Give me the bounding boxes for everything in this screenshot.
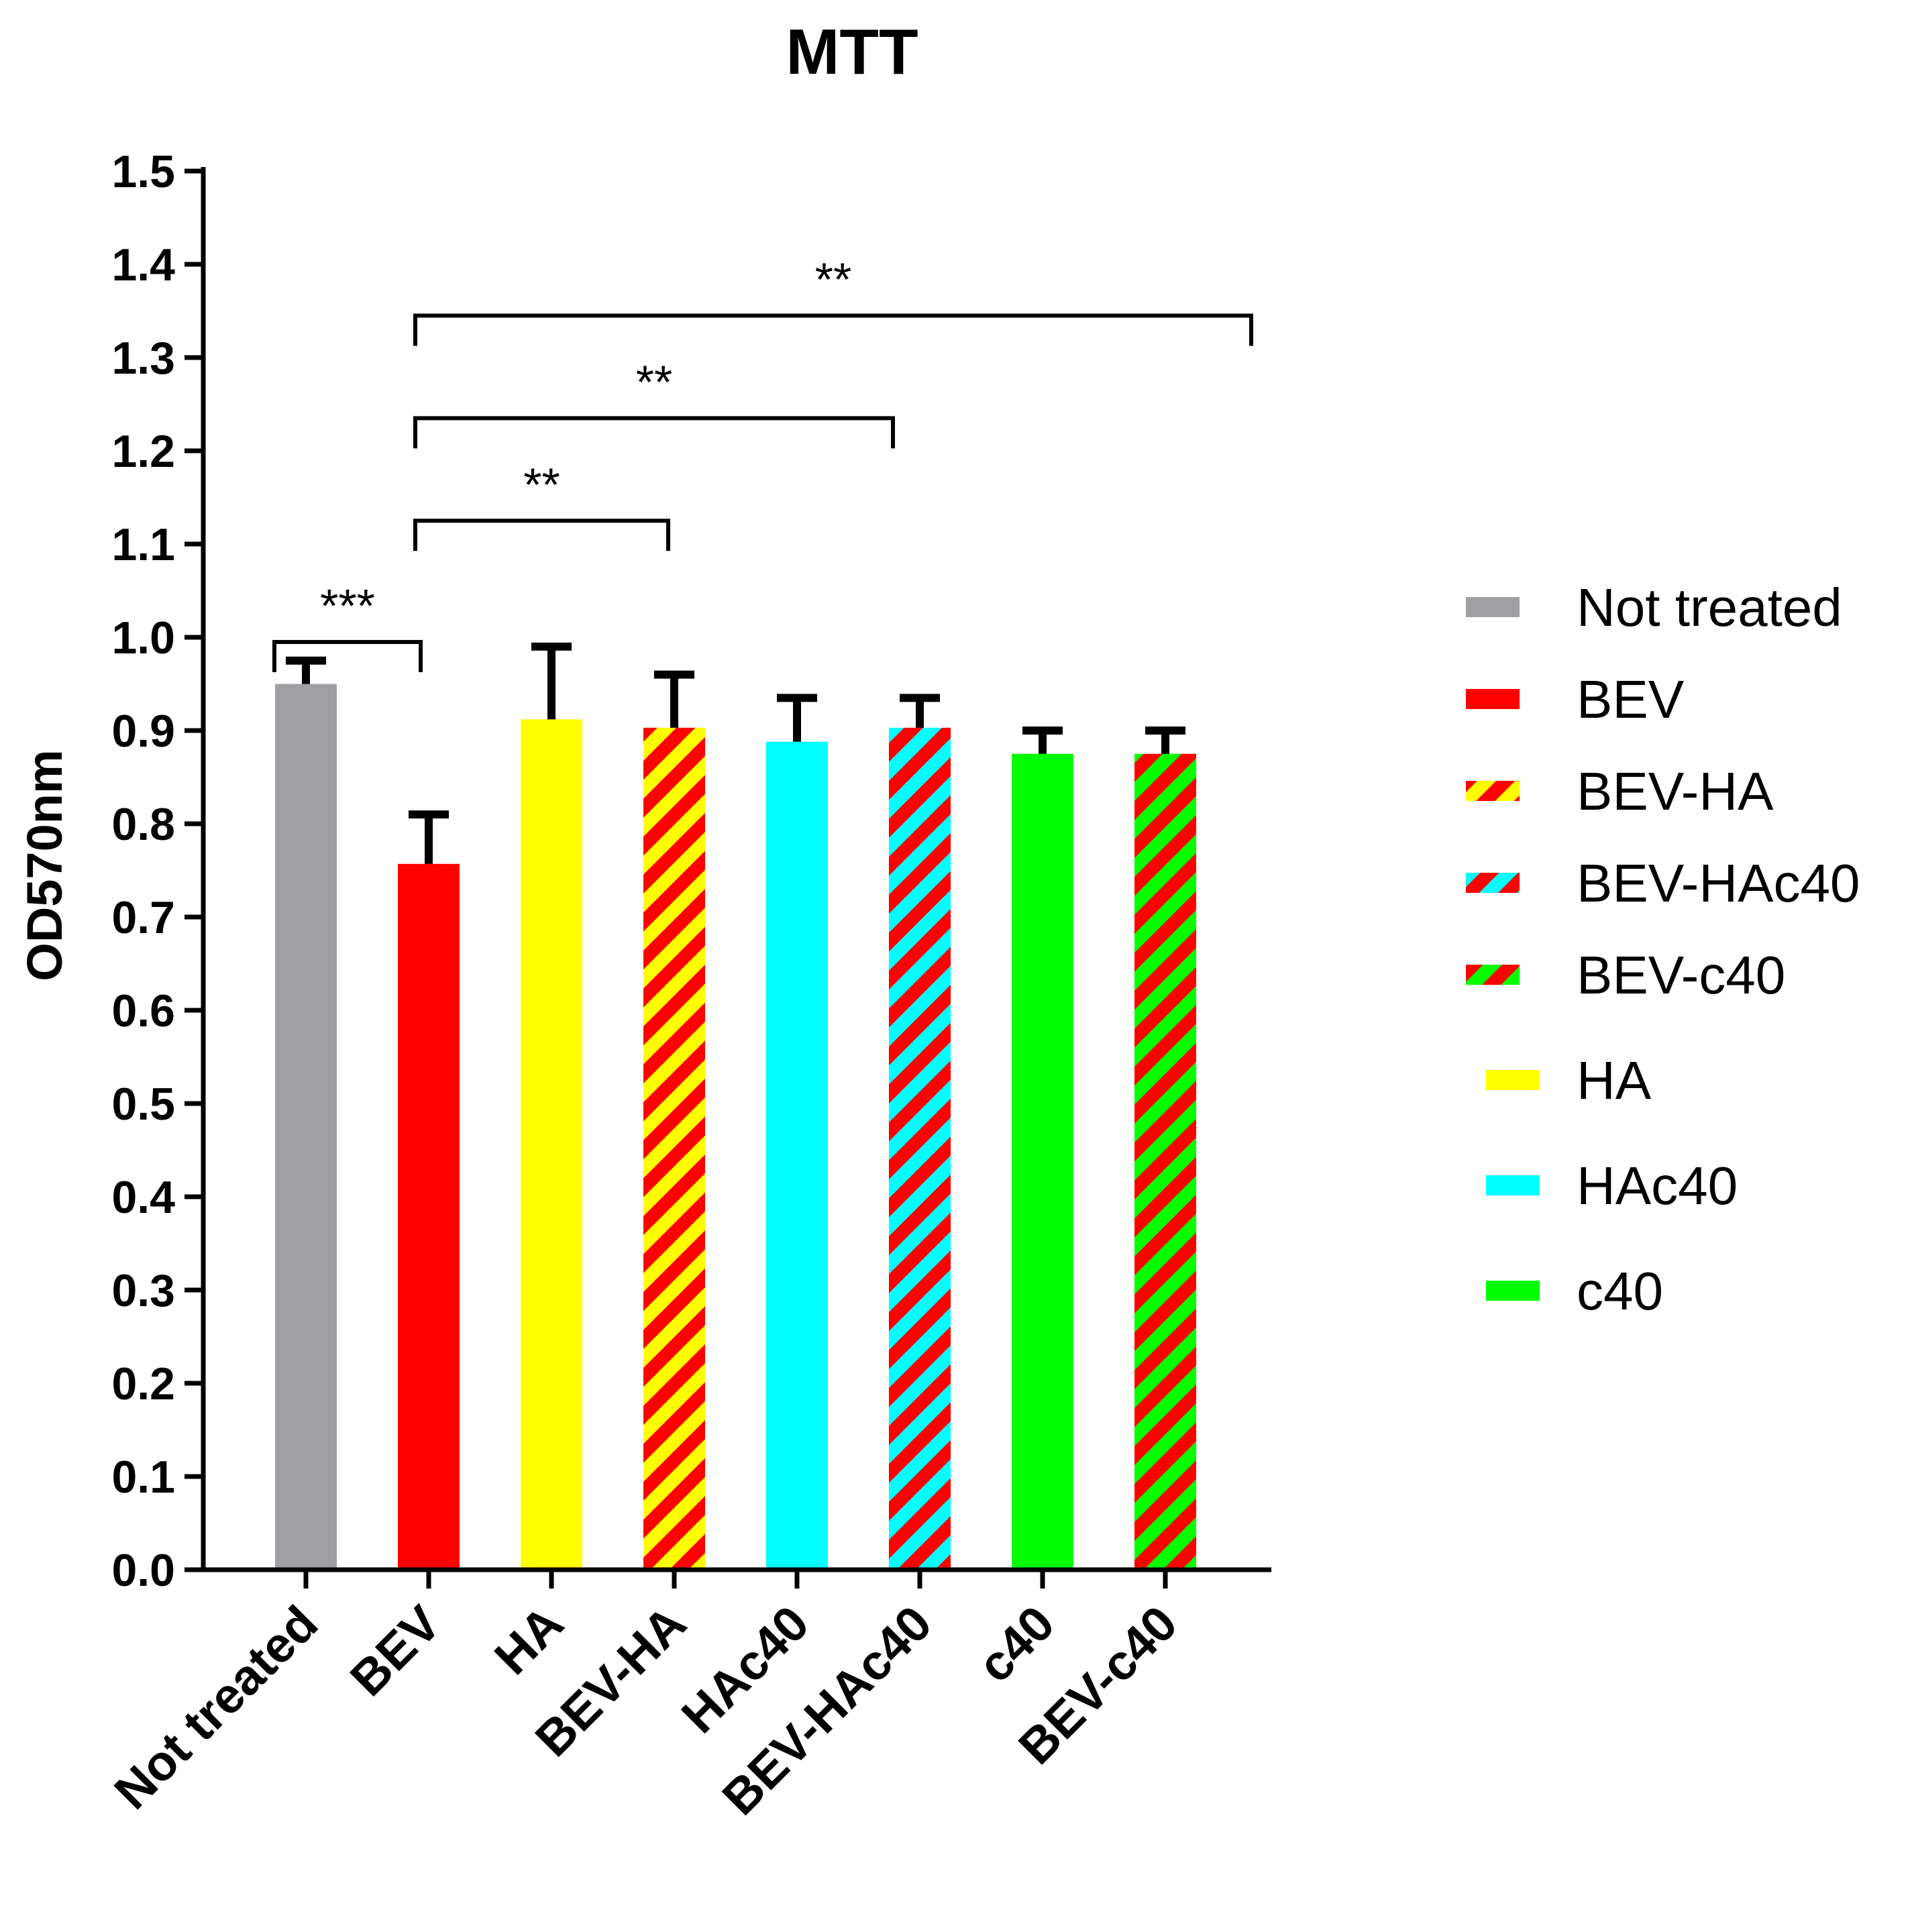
legend-swatch <box>1466 781 1520 801</box>
legend-swatch <box>1466 873 1520 893</box>
y-tick-label: 0.9 <box>111 706 175 757</box>
legend-swatch <box>1466 689 1520 709</box>
bar-bev <box>398 863 460 1570</box>
chart-title: MTT <box>786 16 918 88</box>
y-tick-label: 1.4 <box>111 239 175 290</box>
bar-bev-c40 <box>1134 753 1196 1570</box>
bar-bev-ha <box>643 727 705 1570</box>
significance-bracket <box>272 639 423 672</box>
y-axis: 0.0 0.1 0.2 0.3 0.4 0.5 0.6 0.7 0.8 0.9 1.0 1.1 1.2 1… <box>111 146 206 1596</box>
legend-label: c40 <box>1577 1261 1663 1321</box>
significance-bracket <box>413 416 895 449</box>
bar-hac40 <box>766 741 828 1570</box>
legend-swatch <box>1466 597 1520 617</box>
bars-group <box>275 684 1196 1570</box>
y-tick-label: 0.1 <box>111 1452 175 1503</box>
y-tick-label: 0.2 <box>111 1358 175 1409</box>
legend-label: HA <box>1577 1051 1652 1110</box>
x-tick-label: BEV <box>339 1595 451 1707</box>
y-axis-label: OD570nm <box>17 749 72 981</box>
y-tick-label: 1.1 <box>111 519 175 570</box>
bar-not-treated <box>275 684 337 1570</box>
legend-swatch <box>1486 1175 1540 1195</box>
legend-swatch <box>1486 1070 1540 1090</box>
significance-bracket <box>413 519 670 551</box>
legend-label: BEV-HA <box>1577 761 1774 821</box>
legend-swatch <box>1466 965 1520 985</box>
significance-label: ** <box>523 458 560 511</box>
significance-label: ** <box>815 253 851 305</box>
legend-label: HAc40 <box>1577 1156 1738 1216</box>
y-tick-label: 1.3 <box>111 333 175 384</box>
y-tick-label: 0.5 <box>111 1079 175 1130</box>
y-tick-label: 0.4 <box>111 1172 175 1223</box>
error-bars-group <box>286 642 1185 864</box>
significance-bracket <box>413 313 1253 346</box>
y-tick-label: 0.8 <box>111 799 175 850</box>
y-tick-label: 1.2 <box>111 426 175 477</box>
y-tick-label: 0.7 <box>111 892 175 943</box>
x-tick-label: c40 <box>967 1595 1065 1693</box>
significance-label: ** <box>636 356 672 408</box>
legend-label: BEV-HAc40 <box>1577 853 1860 913</box>
legend-label: BEV <box>1577 669 1685 729</box>
y-tick-label: 1.5 <box>111 146 175 197</box>
y-tick-label: 0.3 <box>111 1265 175 1316</box>
y-tick-label: 0.6 <box>111 985 175 1036</box>
significance-brackets: ********* <box>272 253 1253 672</box>
y-tick-label: 0.0 <box>111 1545 175 1596</box>
legend-swatch <box>1486 1281 1540 1301</box>
x-tick-label: Not treated <box>103 1595 328 1820</box>
bar-bev-hac40 <box>889 727 951 1570</box>
significance-label: *** <box>320 580 375 632</box>
x-tick-label: HA <box>484 1595 574 1685</box>
legend-label: Not treated <box>1577 578 1842 637</box>
bar-c40 <box>1012 753 1073 1570</box>
y-tick-label: 1.0 <box>111 612 175 663</box>
legend-label: BEV-c40 <box>1577 945 1785 1005</box>
bar-ha <box>521 719 582 1570</box>
